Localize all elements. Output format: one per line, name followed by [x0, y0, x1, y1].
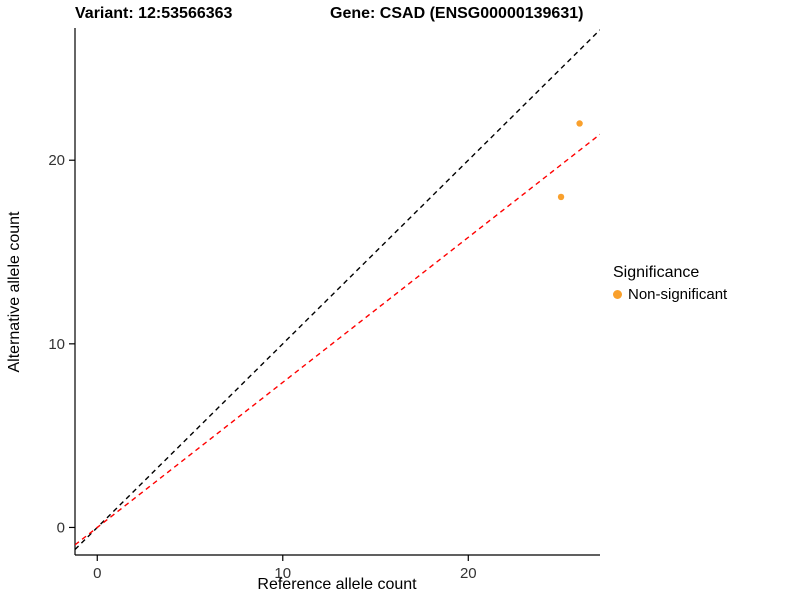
- y-tick-label: 0: [57, 519, 65, 536]
- y-tick-label: 10: [48, 336, 65, 353]
- data-point: [576, 120, 583, 127]
- y-axis-label: Alternative allele count: [6, 211, 23, 373]
- identity-line: [75, 29, 600, 550]
- gene-title: Gene: CSAD (ENSG00000139631): [330, 5, 584, 22]
- x-tick-label: 20: [460, 565, 477, 582]
- x-tick-label: 0: [93, 565, 101, 582]
- y-tick-label: 20: [48, 152, 65, 169]
- legend-point-icon: [613, 290, 622, 299]
- expected-ratio-line: [75, 133, 600, 546]
- x-axis-label: Reference allele count: [257, 576, 417, 593]
- x-tick-label: 10: [274, 565, 291, 582]
- legend-item: Non-significant: [613, 286, 727, 303]
- legend: Significance Non-significant: [613, 264, 727, 303]
- legend-title: Significance: [613, 264, 700, 281]
- legend-item-label: Non-significant: [628, 286, 728, 303]
- data-point: [557, 193, 565, 201]
- variant-title: Variant: 12:53566363: [75, 5, 233, 22]
